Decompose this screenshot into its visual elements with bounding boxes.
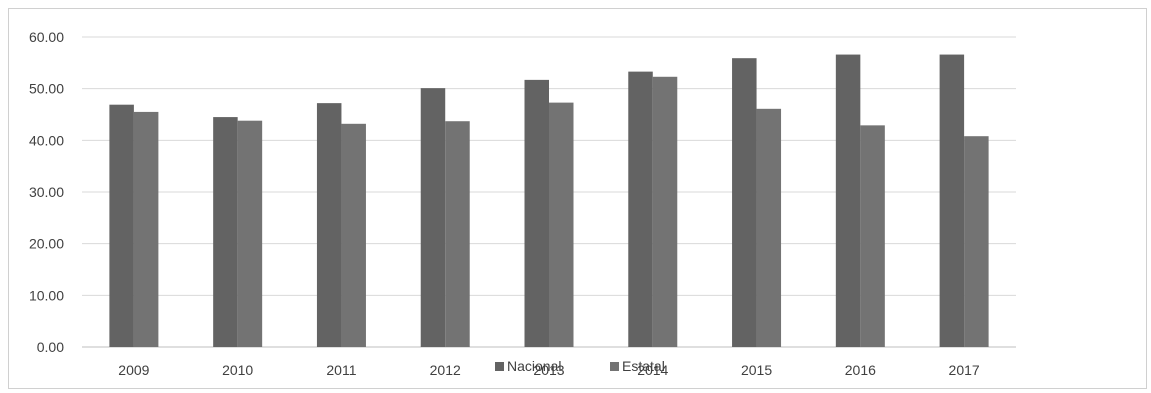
bar-estatal-2017 [964, 136, 989, 347]
bar-nacional-2012 [420, 88, 446, 348]
bar-nacional-2016 [835, 54, 861, 348]
y-tick-label: 20.00 [29, 236, 64, 252]
y-axis-ticks: 0.00 10.00 20.00 30.00 40.00 50.00 60.00 [29, 29, 64, 355]
bar-estatal-2013 [549, 102, 574, 347]
x-tick-label: 2011 [326, 362, 356, 378]
bar-estatal-2016 [860, 125, 885, 347]
y-tick-label: 30.00 [29, 184, 64, 200]
legend-label-nacional: Nacional [507, 358, 561, 374]
x-axis-ticks: 2009 2010 2011 2012 2013 2014 2015 2016 2017 [118, 362, 980, 378]
legend-swatch-estatal [610, 362, 619, 371]
bar-nacional-2010 [213, 117, 238, 347]
y-tick-label: 50.00 [29, 81, 64, 97]
x-tick-label: 2014 [637, 362, 668, 378]
bar-estatal-2014 [652, 76, 678, 348]
bar-estatal-2015 [756, 108, 782, 347]
y-tick-label: 60.00 [29, 29, 64, 45]
bar-estatal-2012 [445, 121, 470, 347]
bar-estatal-2010 [237, 120, 263, 347]
bar-nacional-2015 [732, 58, 757, 347]
bar-nacional-2011 [316, 103, 342, 347]
x-tick-label: 2017 [949, 362, 980, 378]
y-tick-label: 40.00 [29, 132, 64, 148]
y-tick-label: 0.00 [37, 339, 64, 355]
y-tick-label: 10.00 [29, 287, 64, 303]
x-tick-label: 2016 [845, 362, 876, 378]
bar-nacional-2009 [109, 104, 134, 347]
x-tick-label: 2015 [741, 362, 772, 378]
legend-swatch-nacional [495, 362, 504, 371]
bar-nacional-2013 [524, 79, 549, 347]
x-tick-label: 2009 [118, 362, 149, 378]
bars [109, 54, 989, 348]
bar-estatal-2011 [341, 123, 366, 347]
x-tick-label: 2013 [533, 362, 564, 378]
legend: Nacional Estatal [495, 358, 665, 374]
bar-nacional-2014 [628, 71, 653, 347]
bar-estatal-2009 [133, 111, 159, 348]
bar-nacional-2017 [939, 54, 965, 348]
legend-label-estatal: Estatal [622, 358, 665, 374]
x-tick-label: 2010 [222, 362, 253, 378]
x-tick-label: 2012 [430, 362, 461, 378]
